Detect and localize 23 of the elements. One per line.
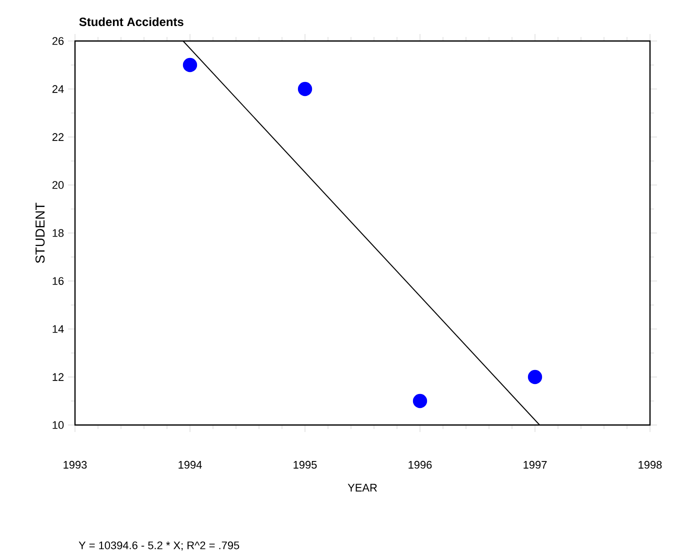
- point: [412, 394, 428, 408]
- y-tick-label: 22: [52, 133, 64, 141]
- y-tick-label: 24: [52, 85, 64, 93]
- point: [528, 370, 542, 384]
- point: [182, 58, 198, 72]
- x-tick-label: 1994: [178, 460, 202, 469]
- y-tick-label: 12: [52, 373, 64, 381]
- y-tick-label: 14: [52, 325, 64, 333]
- x-tick-label: 1998: [638, 460, 662, 469]
- y-axis-title: STUDENT: [35, 202, 45, 263]
- chart-title: Student Accidents: [79, 17, 184, 26]
- y-tick-label: 26: [52, 37, 64, 45]
- point: [298, 82, 312, 96]
- x-tick-label: 1995: [294, 460, 317, 469]
- y-tick-label: 20: [52, 181, 64, 189]
- y-tick-label: 16: [52, 277, 64, 285]
- text: Y = 10394.6 - 5.2 * X; R^2 = .795: [78, 541, 240, 551]
- x-tick-label: 1997: [524, 460, 547, 469]
- x-tick-label: 1996: [408, 460, 432, 469]
- x-tick-label: 1993: [64, 460, 87, 469]
- y-tick-label: 10: [52, 421, 64, 429]
- y-tick-label: 18: [52, 229, 64, 237]
- x-axis-title: YEAR: [348, 484, 377, 492]
